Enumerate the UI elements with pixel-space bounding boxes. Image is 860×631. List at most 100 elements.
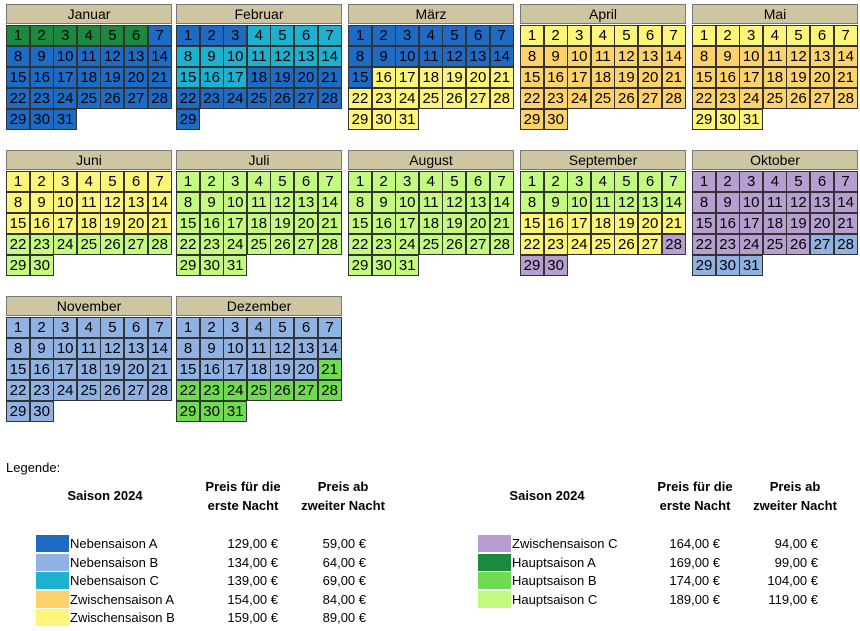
day-cell: 8 — [176, 192, 200, 213]
day-cell: 21 — [317, 67, 342, 88]
day-cell: 13 — [638, 46, 662, 67]
day-cell: 4 — [590, 171, 615, 192]
day-cell: 13 — [466, 46, 490, 67]
day-cell: 24 — [395, 234, 420, 255]
day-cell: 30 — [543, 255, 568, 276]
day-cell: 31 — [53, 109, 78, 130]
day-cell: 16 — [715, 67, 740, 88]
day-cell: 26 — [100, 234, 125, 255]
day-cell: 30 — [199, 255, 224, 276]
season-name: Nebensaison B — [70, 554, 159, 570]
day-cell: 26 — [100, 88, 125, 109]
day-cell: 16 — [371, 213, 396, 234]
day-cell: 4 — [418, 171, 443, 192]
season-name: Zwischensaison B — [70, 610, 175, 625]
day-grid: 1 2 3 4 5 6 7 8 9 10 11 12 13 14 15 16 17 18 19 20 21 22 23 24 2… — [692, 25, 858, 130]
day-cell: 9 — [543, 46, 568, 67]
price-following-nights: 99,00 € — [774, 554, 818, 570]
day-cell: 21 — [661, 67, 686, 88]
season-swatch-nc — [36, 572, 69, 589]
day-cell: 10 — [53, 46, 78, 67]
price2-header-right-line2: zweiter Nacht — [753, 498, 837, 513]
day-cell: 16 — [371, 67, 396, 88]
day-cell: 20 — [124, 213, 148, 234]
price-first-night: 189,00 € — [669, 591, 720, 607]
day-cell: 6 — [638, 25, 662, 46]
day-cell: 25 — [246, 88, 271, 109]
day-cell: 11 — [418, 46, 443, 67]
day-cell: 31 — [223, 401, 248, 422]
day-cell: 28 — [147, 234, 172, 255]
month-februar: Februar 1 2 3 4 5 6 7 8 9 10 11 12 13 14 15 16 17 18 19 20 21… — [176, 4, 342, 130]
day-cell: 31 — [223, 255, 248, 276]
day-cell: 20 — [294, 213, 318, 234]
day-cell: 20 — [124, 67, 148, 88]
month-title: September — [520, 150, 686, 170]
day-cell: 31 — [395, 109, 420, 130]
day-cell: 7 — [661, 171, 686, 192]
day-cell: 15 — [6, 67, 30, 88]
day-cell: 1 — [692, 25, 716, 46]
day-cell: 3 — [739, 171, 764, 192]
month-title: März — [348, 4, 514, 24]
day-cell: 18 — [762, 67, 787, 88]
day-cell: 2 — [371, 25, 396, 46]
day-cell: 26 — [442, 234, 467, 255]
season-name: Nebensaison A — [70, 536, 158, 551]
day-cell: 18 — [76, 67, 101, 88]
month-märz: März 1 2 3 4 5 6 7 8 9 10 11 12 13 14 15 16 17 18 19 20 21 22 2… — [348, 4, 514, 130]
season-swatch-zb — [36, 609, 69, 626]
day-cell: 28 — [833, 88, 858, 109]
price-following-nights: 84,00 € — [322, 591, 366, 607]
day-cell: 26 — [442, 88, 467, 109]
price-following-nights: 94,00 € — [774, 536, 818, 551]
day-cell: 29 — [6, 109, 30, 130]
month-dezember: Dezember 1 2 3 4 5 6 7 8 9 10 11 12 13 14 15 16 17 18 19 20 2… — [176, 296, 342, 422]
day-cell: 17 — [53, 67, 78, 88]
day-cell: 25 — [418, 234, 443, 255]
day-cell: 29 — [692, 109, 716, 130]
day-cell: 24 — [739, 88, 764, 109]
day-cell: 2 — [715, 171, 740, 192]
month-title: Dezember — [176, 296, 342, 316]
day-cell: 19 — [614, 213, 639, 234]
day-cell: 6 — [810, 25, 834, 46]
day-cell: 9 — [199, 46, 224, 67]
day-cell: 20 — [294, 67, 318, 88]
day-cell: 2 — [715, 25, 740, 46]
day-cell: 9 — [371, 46, 396, 67]
day-cell: 30 — [199, 401, 224, 422]
day-cell: 17 — [223, 67, 248, 88]
day-cell: 18 — [76, 213, 101, 234]
day-cell: 18 — [590, 213, 615, 234]
day-cell: 14 — [317, 338, 342, 359]
day-cell: 19 — [270, 67, 295, 88]
day-cell: 28 — [147, 88, 172, 109]
day-cell: 27 — [638, 234, 662, 255]
day-cell: 14 — [661, 192, 686, 213]
day-cell: 7 — [317, 171, 342, 192]
day-cell: 21 — [147, 67, 172, 88]
day-cell: 15 — [176, 359, 200, 380]
day-cell: 17 — [53, 359, 78, 380]
day-cell: 18 — [246, 67, 271, 88]
day-cell: 17 — [223, 213, 248, 234]
month-april: April 1 2 3 4 5 6 7 8 9 10 11 12 13 14 15 16 17 18 19 20 21 22… — [520, 4, 686, 130]
day-cell: 5 — [270, 171, 295, 192]
day-cell: 26 — [270, 380, 295, 401]
day-cell: 12 — [786, 192, 811, 213]
day-cell: 1 — [348, 25, 372, 46]
day-cell: 30 — [371, 255, 396, 276]
day-cell: 24 — [739, 234, 764, 255]
day-cell: 16 — [543, 213, 568, 234]
day-cell: 18 — [762, 213, 787, 234]
day-cell: 3 — [53, 171, 78, 192]
day-cell: 10 — [567, 192, 592, 213]
day-cell: 6 — [466, 25, 490, 46]
day-cell: 14 — [489, 46, 514, 67]
day-cell: 3 — [395, 25, 420, 46]
day-cell: 10 — [395, 46, 420, 67]
price-first-night: 134,00 € — [227, 554, 278, 570]
day-cell: 10 — [395, 192, 420, 213]
day-cell: 4 — [76, 25, 101, 46]
